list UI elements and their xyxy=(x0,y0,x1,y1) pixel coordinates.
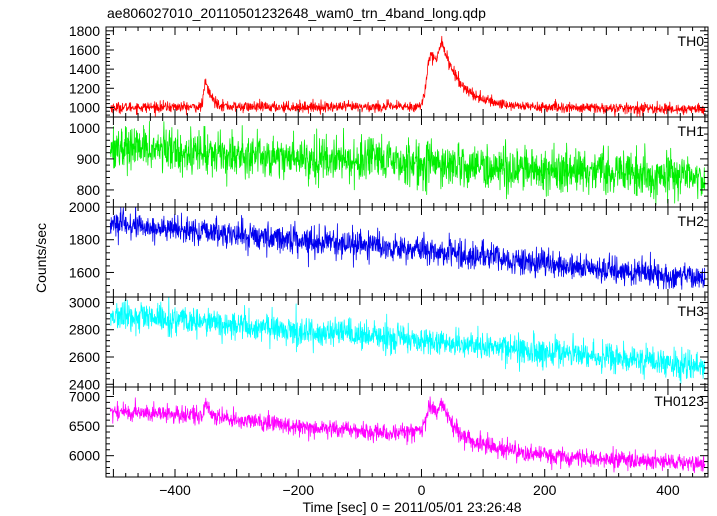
panel-label-th0123: TH0123 xyxy=(654,393,704,409)
y-tick-label: 1800 xyxy=(69,232,100,248)
y-tick-label: 1400 xyxy=(69,61,100,77)
y-tick-label: 1800 xyxy=(69,23,100,39)
y-tick-label: 7000 xyxy=(69,388,100,404)
y-tick-label: 6500 xyxy=(69,418,100,434)
y-tick-label: 1000 xyxy=(69,120,100,136)
panel-label-th0: TH0 xyxy=(678,33,705,49)
panels-group: 1000 1200 1400 1600 1800 TH0 800 900 1000 TH1 1600… xyxy=(69,23,709,498)
y-tick-label: 900 xyxy=(77,151,101,167)
y-tick-label: 1600 xyxy=(69,264,100,280)
panel-th0123: 6000 6500 7000 TH0123 xyxy=(69,386,709,478)
panel-frame xyxy=(105,26,709,118)
x-tick-label: 0 xyxy=(418,482,426,498)
panel-th1: 800 900 1000 TH1 xyxy=(69,116,709,208)
x-tick-label: −200 xyxy=(282,482,314,498)
panel-th0: 1000 1200 1400 1600 1800 TH0 xyxy=(69,23,709,118)
y-tick-label: 1000 xyxy=(69,99,100,115)
series-th3-line xyxy=(109,297,706,384)
y-tick-label: 3000 xyxy=(69,294,100,310)
x-tick-label: 200 xyxy=(533,482,557,498)
x-tick-label: 400 xyxy=(656,482,680,498)
y-tick-label: 1600 xyxy=(69,42,100,58)
x-axis-label: Time [sec] 0 = 2011/05/01 23:26:48 xyxy=(302,499,521,515)
y-tick-label: 2400 xyxy=(69,376,100,392)
panel-label-th1: TH1 xyxy=(678,123,705,139)
y-tick-label: 2600 xyxy=(69,349,100,365)
x-tick-label: −400 xyxy=(159,482,191,498)
series-th1-line xyxy=(109,121,706,206)
chart-title: ae806027010_20110501232648_wam0_trn_4ban… xyxy=(107,5,486,21)
y-tick-label: 2000 xyxy=(69,199,100,215)
panel-label-th2: TH2 xyxy=(678,213,705,229)
y-axis-label: Counts/sec xyxy=(33,223,49,293)
y-tick-label: 800 xyxy=(77,182,101,198)
y-tick-label: 6000 xyxy=(69,448,100,464)
panel-th2: 1600 1800 2000 TH2 xyxy=(69,199,709,298)
y-tick-label: 1200 xyxy=(69,80,100,96)
series-th0-line xyxy=(109,35,706,117)
y-tick-label: 2800 xyxy=(69,322,100,338)
series-th0123-line xyxy=(109,396,706,474)
panel-label-th3: TH3 xyxy=(678,303,705,319)
panel-th3: 2400 2600 2800 3000 TH3 xyxy=(69,294,709,392)
series-th2-line xyxy=(109,207,706,290)
